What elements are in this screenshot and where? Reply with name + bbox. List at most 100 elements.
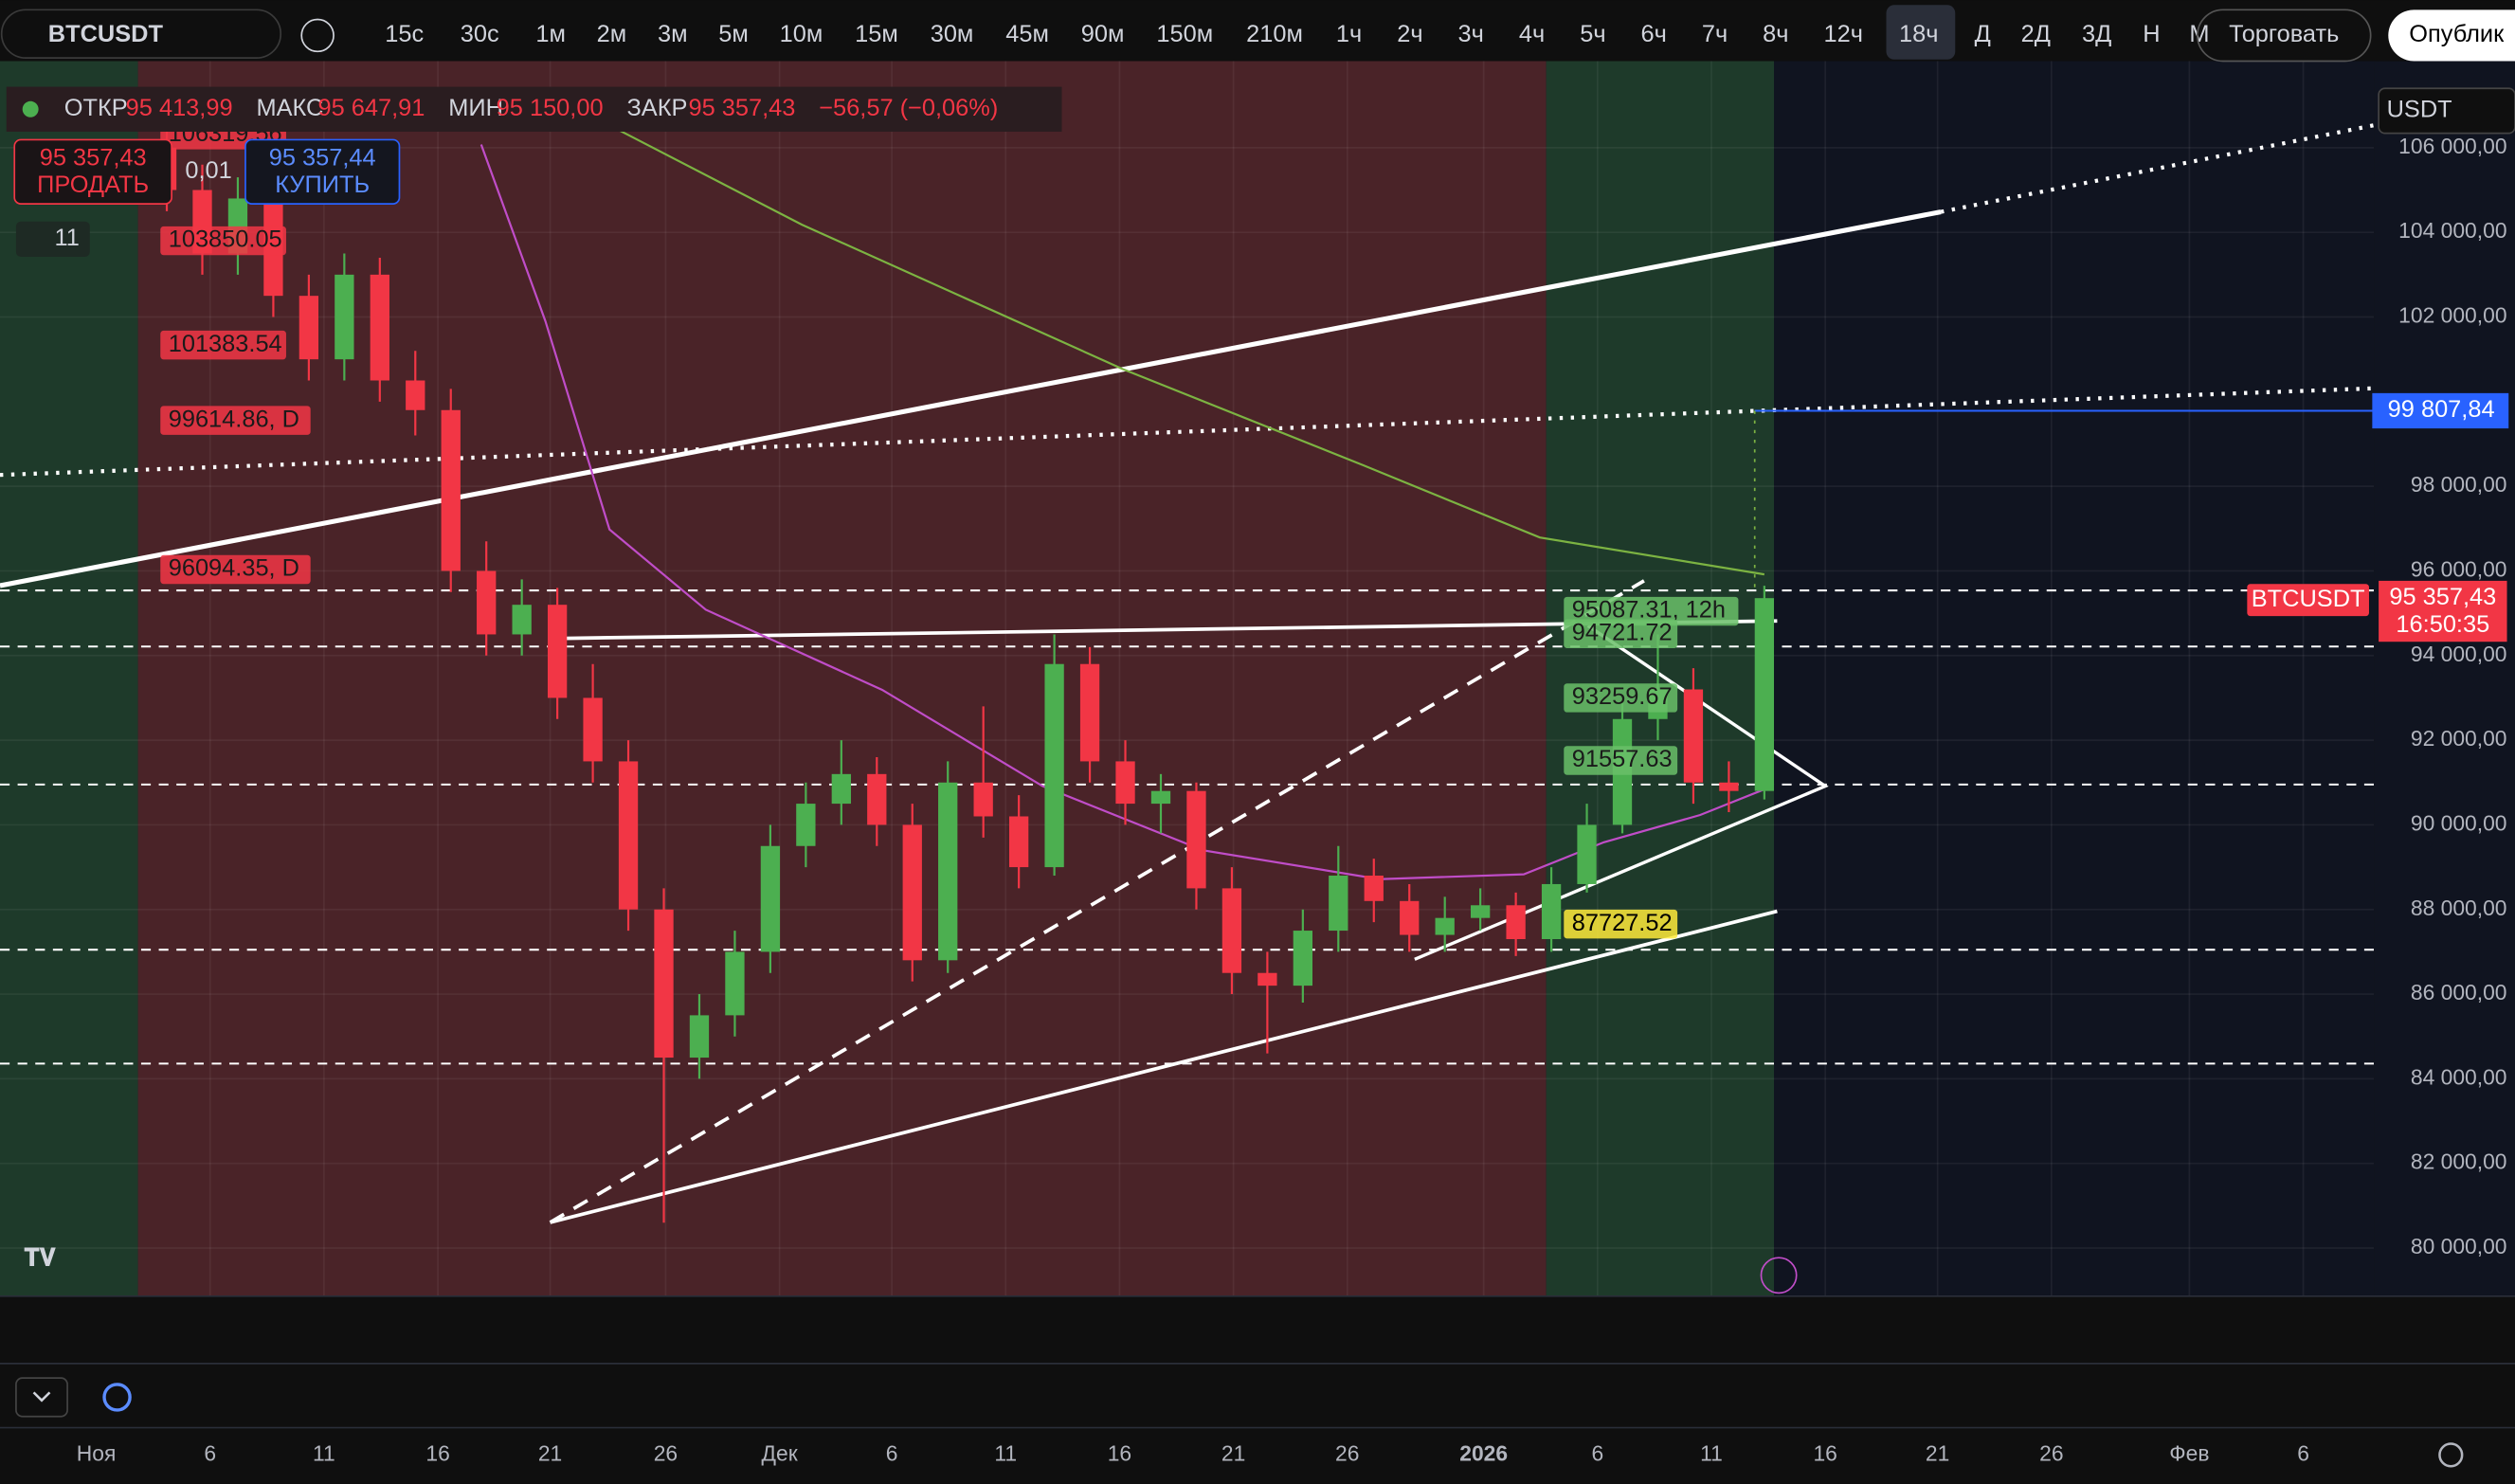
publish-label[interactable]: Опублик <box>2409 21 2505 47</box>
symbol-box[interactable] <box>0 9 282 59</box>
price-label: 92 000,00 <box>2411 726 2507 751</box>
time-label: 6 <box>204 1440 216 1465</box>
price-label: 94 000,00 <box>2411 642 2507 666</box>
timeframe[interactable]: 30м <box>931 21 974 47</box>
collapse-button[interactable] <box>15 1377 68 1418</box>
timeframe[interactable]: 1м <box>535 21 566 47</box>
sell-price[interactable]: 95 357,43 <box>40 144 147 171</box>
candle-body <box>725 951 745 1016</box>
timeframe[interactable]: 3ч <box>1458 21 1484 47</box>
logo: 𝐓𝐕 <box>24 1245 55 1272</box>
annotation-tag <box>1564 909 1678 939</box>
timeframe[interactable]: 2м <box>597 21 627 47</box>
indicators-count[interactable]: 11 <box>55 225 80 251</box>
indicators-toggle[interactable] <box>15 221 90 257</box>
price-tag <box>2379 580 2507 642</box>
timeframe[interactable]: 5ч <box>1580 21 1605 47</box>
timeframe[interactable]: 6ч <box>1641 21 1667 47</box>
price-labels: 80 000,00 82 000,00 84 000,00 86 000,00 88 0… <box>2398 134 2506 1258</box>
timeframe-active[interactable] <box>1886 5 1956 60</box>
timeframe[interactable]: 15с <box>385 21 424 47</box>
time-label: 21 <box>1926 1440 1949 1465</box>
flash-icon[interactable] <box>1760 1257 1798 1294</box>
zone-green <box>1546 61 1775 1296</box>
timeframe[interactable]: 3м <box>658 21 688 47</box>
trade-label[interactable]: Торговать <box>2229 21 2339 47</box>
buy-label[interactable]: КУПИТЬ <box>275 172 370 198</box>
buy-button[interactable] <box>244 138 401 205</box>
timeframe[interactable]: 210м <box>1246 21 1303 47</box>
symbol[interactable]: BTCUSDT <box>48 21 164 47</box>
legend-high: 95 647,91 <box>317 95 425 121</box>
annotation-tag <box>160 554 311 585</box>
candle-body <box>335 274 354 360</box>
timeframe[interactable]: 45м <box>1005 21 1049 47</box>
grid <box>0 61 2375 1296</box>
timeframe[interactable]: 8ч <box>1763 21 1788 47</box>
timeframe[interactable]: Н <box>2143 21 2160 47</box>
trade-button[interactable] <box>2197 9 2372 63</box>
legend-open: 95 413,99 <box>126 95 233 121</box>
sell-button[interactable] <box>13 138 172 205</box>
timeframe[interactable]: 12ч <box>1823 21 1862 47</box>
legend-high-label: МАКС <box>256 95 323 121</box>
candle-body <box>1258 972 1277 986</box>
countdown: 16:50:35 <box>2396 611 2489 638</box>
candle-body <box>902 824 922 961</box>
candle-body <box>1186 790 1206 889</box>
timeframe[interactable]: 5м <box>718 21 749 47</box>
price-label: 82 000,00 <box>2411 1149 2507 1174</box>
ma-line <box>479 144 1773 880</box>
candle-body <box>1079 663 1100 762</box>
timeframe[interactable]: 18ч <box>1899 21 1938 47</box>
timeframe[interactable]: 150м <box>1156 21 1213 47</box>
currency[interactable]: USDT <box>2387 97 2452 123</box>
legend-change: −56,57 (−0,06%) <box>819 95 998 121</box>
time-label: 21 <box>538 1440 562 1465</box>
timeframe[interactable]: 4ч <box>1519 21 1545 47</box>
candle-body <box>1150 790 1171 805</box>
time-label: 26 <box>1335 1440 1359 1465</box>
candle-body <box>867 773 887 825</box>
timeframe[interactable]: 2ч <box>1397 21 1422 47</box>
legend-bg <box>6 86 1062 132</box>
timeframe[interactable]: 30с <box>461 21 499 47</box>
buy-price[interactable]: 95 357,44 <box>269 144 376 171</box>
candles <box>156 126 1775 1223</box>
annotation-tag <box>1564 619 1678 648</box>
add-button[interactable] <box>300 18 335 53</box>
timeframe[interactable]: 15м <box>855 21 898 47</box>
timeframes: 15с 30с 1м 2м 3м 5м 10м 15м 30м 45м 90м 150м 210м 1ч 2… <box>385 5 2210 60</box>
symbol-tag <box>2247 584 2369 617</box>
sell-label[interactable]: ПРОДАТЬ <box>37 172 149 198</box>
timeframe[interactable]: М <box>2189 21 2209 47</box>
timeframe[interactable]: Д <box>1975 21 1991 47</box>
time-label: 6 <box>2297 1440 2309 1465</box>
price-label: 96 000,00 <box>2411 556 2507 581</box>
currency-select[interactable] <box>2378 87 2515 135</box>
settings-icon[interactable] <box>2438 1442 2464 1468</box>
legend-low-label: МИН <box>448 95 503 121</box>
candle-body <box>512 605 532 635</box>
price-tag-value: 95 357,43 <box>2389 584 2496 610</box>
time-label: 16 <box>1108 1440 1131 1465</box>
candle-body <box>299 296 319 360</box>
price-label: 104 000,00 <box>2398 218 2506 243</box>
publish-button[interactable] <box>2388 9 2515 62</box>
timeframe[interactable]: 90м <box>1081 21 1125 47</box>
time-label: 26 <box>2039 1440 2063 1465</box>
price-label: 80 000,00 <box>2411 1234 2507 1258</box>
trendline <box>0 209 1942 588</box>
timeframe[interactable]: 2Д <box>2021 21 2051 47</box>
timeframe[interactable]: 1ч <box>1336 21 1362 47</box>
timeframe[interactable]: 3Д <box>2082 21 2111 47</box>
time-label: 21 <box>1221 1440 1245 1465</box>
candle-body <box>1364 876 1384 901</box>
timeframe[interactable]: 7ч <box>1702 21 1728 47</box>
annotation-label: 91557.63 <box>1572 746 1673 772</box>
timeframe[interactable]: 10м <box>780 21 823 47</box>
price-label: 90 000,00 <box>2411 810 2507 835</box>
sync-icon[interactable] <box>102 1383 132 1412</box>
